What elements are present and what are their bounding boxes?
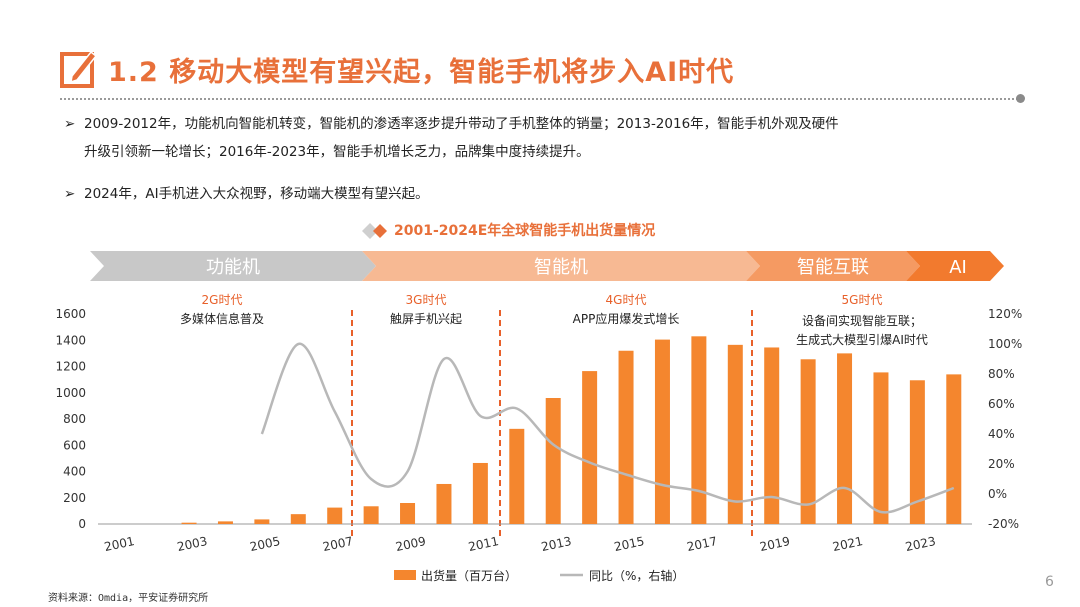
bar-2022 <box>873 372 889 524</box>
legend: 出货量（百万台） 同比（%，右轴） <box>394 568 684 583</box>
bar-2019 <box>764 347 780 524</box>
phase-banner: 功能机 智能机 智能互联 AI <box>90 251 1004 281</box>
bar-2003 <box>181 522 197 524</box>
bullet-1: ➢ 2009-2012年，功能机向智能机转变，智能机的渗透率逐步提升带动了手机整体… <box>64 110 1054 166</box>
bar-2014 <box>582 371 598 524</box>
y-axis: 0 200 400 600 800 1000 1200 1400 1600 <box>55 307 86 531</box>
line-series <box>260 342 955 514</box>
era-5g-desc-1: 设备间实现智能互联； <box>802 313 922 328</box>
y2-tick-label: -20% <box>988 517 1019 531</box>
y-tick-label: 200 <box>63 491 86 505</box>
title-divider <box>60 98 1022 100</box>
bar-2015 <box>618 350 634 524</box>
y-tick-label: 1400 <box>55 333 86 347</box>
phase-arrow-smart-interconnect <box>746 251 920 281</box>
x-tick-label: 2003 <box>176 534 209 554</box>
y2-tick-label: 20% <box>988 457 1015 471</box>
bar-2007 <box>327 507 343 524</box>
era-3g-desc: 触屏手机兴起 <box>390 312 462 326</box>
divider-dot <box>1016 94 1025 103</box>
bar-2018 <box>727 344 743 524</box>
era-5g-title: 5G时代 <box>842 293 883 307</box>
y-tick-label: 400 <box>63 465 86 479</box>
x-axis: 2001 2003 2005 2007 2009 2011 2013 2015 2017 2019… <box>103 534 937 554</box>
y2-tick-label: 80% <box>988 367 1015 381</box>
phase-arrow-feature-phone <box>90 251 376 281</box>
bar-2006 <box>290 514 306 524</box>
chart-title: 2001-2024E年全球智能手机出货量情况 <box>394 223 656 239</box>
pencil-square-icon <box>60 50 98 88</box>
x-tick-label: 2005 <box>249 534 282 554</box>
legend-bar-label: 出货量（百万台） <box>421 568 517 583</box>
y-tick-label: 1000 <box>55 386 86 400</box>
bullet-1-line1: 2009-2012年，功能机向智能机转变，智能机的渗透率逐步提升带动了手机整体的… <box>84 116 839 132</box>
legend-bar-swatch <box>394 570 416 580</box>
era-4g-desc: APP应用爆发式增长 <box>573 311 680 326</box>
era-2g-desc: 多媒体信息普及 <box>180 311 264 326</box>
bar-2016 <box>654 339 670 524</box>
phase-arrow-smartphone <box>362 251 760 281</box>
y-tick-label: 800 <box>63 412 86 426</box>
era-labels: 2G时代 多媒体信息普及 3G时代 触屏手机兴起 4G时代 APP应用爆发式增长… <box>180 293 928 347</box>
bullet-2: ➢ 2024年，AI手机进入大众视野，移动端大模型有望兴起。 <box>64 180 1054 208</box>
x-tick-label: 2001 <box>103 534 136 554</box>
y2-axis: -20% 0% 20% 40% 60% 80% 100% 120% <box>988 307 1022 531</box>
x-tick-label: 2009 <box>394 534 427 554</box>
bar-2005 <box>254 519 270 524</box>
x-tick-label: 2011 <box>467 534 500 554</box>
y2-tick-label: 60% <box>988 397 1015 411</box>
source-note: 资料来源：Omdia，平安证券研究所 <box>48 593 209 604</box>
page-number: 6 <box>1045 574 1054 590</box>
y2-tick-label: 40% <box>988 427 1015 441</box>
era-3g-title: 3G时代 <box>406 293 447 307</box>
x-tick-label: 2019 <box>758 534 791 554</box>
era-dividers <box>351 310 753 536</box>
y-tick-label: 1600 <box>55 307 86 321</box>
x-tick-label: 2015 <box>613 534 646 554</box>
yoy-line <box>260 342 955 514</box>
phase-label-feature-phone: 功能机 <box>206 257 260 278</box>
bar-2013 <box>545 398 561 524</box>
x-tick-label: 2021 <box>831 534 864 554</box>
bar-2004 <box>217 521 233 524</box>
era-2g-title: 2G时代 <box>202 293 243 307</box>
phase-label-smart-interconnect: 智能互联 <box>797 257 869 278</box>
legend-line-label: 同比（%，右轴） <box>589 568 684 583</box>
x-tick-label: 2023 <box>904 534 937 554</box>
bar-2012 <box>509 428 525 524</box>
phase-arrow-ai <box>906 251 1004 281</box>
bar-2024E <box>946 374 962 524</box>
bullet-1-line2: 升级引领新一轮增长；2016年-2023年，智能手机增长乏力，品牌集中度持续提升… <box>84 144 590 160</box>
bar-2008 <box>363 506 379 524</box>
bar-2021 <box>837 353 853 524</box>
y2-tick-label: 120% <box>988 307 1022 321</box>
phase-label-ai: AI <box>949 257 967 278</box>
page-title: 1.2 移动大模型有望兴起，智能手机将步入AI时代 <box>108 57 735 88</box>
y-tick-label: 1200 <box>55 360 86 374</box>
bullet-2-line1: 2024年，AI手机进入大众视野，移动端大模型有望兴起。 <box>84 186 429 202</box>
arrow-bullet-icon: ➢ <box>64 186 76 202</box>
y2-tick-label: 0% <box>988 487 1007 501</box>
x-tick-label: 2013 <box>540 534 573 554</box>
bar-2009 <box>400 503 416 524</box>
bar-2023 <box>909 380 925 524</box>
bar-2020 <box>800 359 816 524</box>
y-tick-label: 600 <box>63 438 86 452</box>
y2-tick-label: 100% <box>988 337 1022 351</box>
x-tick-label: 2007 <box>321 534 354 554</box>
bar-series <box>181 336 962 524</box>
bar-2017 <box>691 336 707 524</box>
double-diamond-icon <box>362 223 387 239</box>
x-tick-label: 2017 <box>686 534 719 554</box>
bar-2011 <box>472 462 488 524</box>
y-tick-label: 0 <box>78 517 86 531</box>
era-4g-title: 4G时代 <box>606 293 647 307</box>
arrow-bullet-icon: ➢ <box>64 116 76 132</box>
phase-label-smartphone: 智能机 <box>534 257 588 278</box>
era-5g-desc-2: 生成式大模型引爆AI时代 <box>796 333 928 347</box>
bar-2010 <box>436 483 452 524</box>
